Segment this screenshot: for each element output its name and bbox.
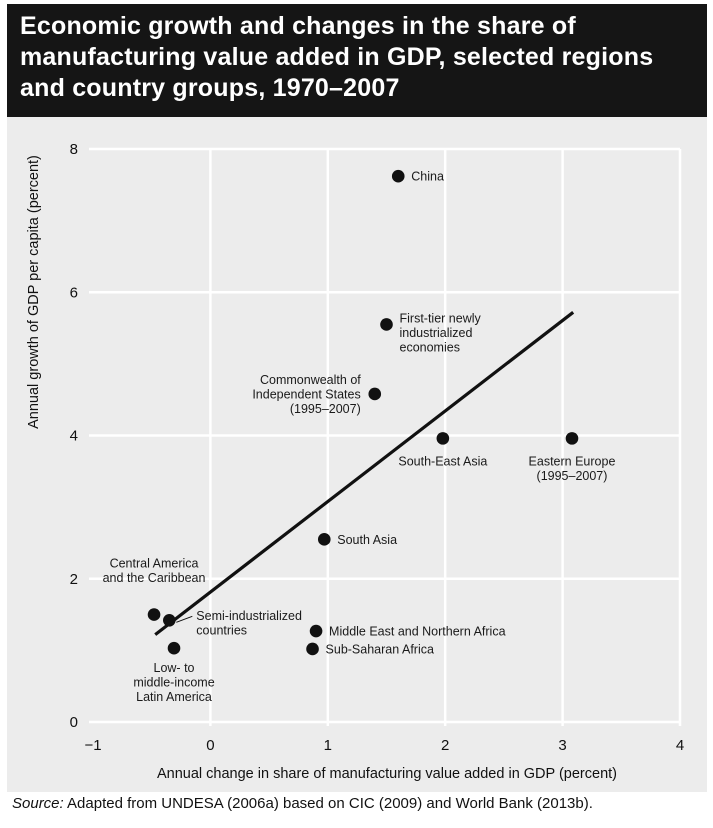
axis-ticks: −1 0 1 2 3 4 0 2 4 6 8 (70, 141, 685, 754)
data-points (147, 169, 579, 656)
label-line: industrialized (400, 326, 473, 340)
plot-panel (7, 117, 707, 792)
x-tick-label: −1 (84, 737, 101, 754)
source-label: Source: (12, 795, 64, 812)
point-china (391, 169, 405, 183)
label-line: First-tier newly (400, 311, 482, 325)
label-commonwealth-of-independent-states-1995-2007: Commonwealth of Independent States (1995–2… (252, 373, 361, 416)
label-line: countries (196, 623, 247, 637)
point-labels: China First-tier newly industrialized econo… (103, 170, 616, 705)
label-line: Low- to (154, 661, 195, 675)
trend-line (154, 311, 575, 636)
point-south-asia (317, 533, 331, 546)
label-south-asia: South Asia (337, 533, 397, 547)
label-low-to-middle-income-latin-america: Low- to middle-income Latin America (133, 661, 214, 704)
label-semi-industrialized-countries: Semi-industrialized countries (196, 609, 302, 638)
leader-line (176, 615, 193, 623)
point-eastern-europe-1995-2007 (565, 432, 579, 445)
x-tick-label: 0 (206, 737, 214, 754)
label-line: South Asia (337, 533, 397, 547)
point-first-tier-newly-industrialized-economies (380, 318, 393, 331)
point-low-to-middle-income-latin-america (167, 641, 181, 655)
point-south-east-asia (436, 432, 450, 445)
y-tick-label: 0 (70, 714, 78, 731)
label-line: Eastern Europe (529, 454, 616, 468)
label-line: Commonwealth of (260, 373, 361, 387)
label-line: Central America (110, 557, 199, 571)
label-sub-saharan-africa: Sub-Saharan Africa (326, 642, 434, 656)
y-axis-label: Annual growth of GDP per capita (percent… (26, 155, 42, 429)
y-tick-label: 2 (70, 571, 78, 588)
x-tick-label: 4 (676, 737, 684, 754)
label-line: Independent States (252, 387, 360, 401)
source-note: Source: Adapted from UNDESA (2006a) base… (12, 795, 593, 812)
label-china: China (411, 170, 444, 184)
x-tick-label: 1 (324, 737, 332, 754)
label-line: (1995–2007) (537, 469, 608, 483)
point-sub-saharan-africa (306, 642, 319, 656)
chart-title: Economic growth and changes in the share… (20, 12, 654, 102)
trend-line-group (154, 311, 575, 636)
point-middle-east-and-northern-africa (309, 624, 323, 638)
label-line: Latin America (136, 690, 212, 704)
label-line: economies (400, 340, 460, 354)
label-line: China (411, 170, 444, 184)
label-first-tier-newly-industrialized-economies: First-tier newly industrialized economies (400, 311, 482, 354)
label-south-east-asia: South-East Asia (398, 454, 487, 468)
label-line: South-East Asia (398, 454, 487, 468)
label-line: (1995–2007) (290, 402, 361, 416)
grid-lines (89, 147, 682, 726)
label-line: Semi-industrialized (196, 609, 302, 623)
source-text: Adapted from UNDESA (2006a) based on CIC… (67, 795, 593, 812)
y-tick-label: 6 (70, 284, 78, 301)
y-tick-label: 4 (70, 428, 78, 445)
label-eastern-europe-1995-2007: Eastern Europe (1995–2007) (529, 454, 616, 483)
y-tick-label: 8 (70, 141, 78, 158)
x-tick-label: 3 (558, 737, 566, 754)
label-line: and the Caribbean (103, 571, 206, 585)
scatter-chart: China First-tier newly industrialized econo… (26, 141, 685, 782)
label-line: Sub-Saharan Africa (326, 642, 434, 656)
point-semi-industrialized-countries (163, 613, 176, 627)
x-axis-label: Annual change in share of manufacturing … (157, 766, 617, 782)
label-line: middle-income (133, 676, 214, 690)
x-tick-label: 2 (441, 737, 449, 754)
point-commonwealth-of-independent-states-1995-2007 (368, 387, 382, 401)
label-central-america-and-the-caribbean: Central America and the Caribbean (103, 557, 206, 586)
label-line: Middle East and Northern Africa (329, 625, 506, 639)
title-banner: Economic growth and changes in the share… (7, 4, 707, 117)
label-middle-east-and-northern-africa: Middle East and Northern Africa (329, 625, 506, 639)
point-central-america-and-the-caribbean (147, 608, 161, 621)
